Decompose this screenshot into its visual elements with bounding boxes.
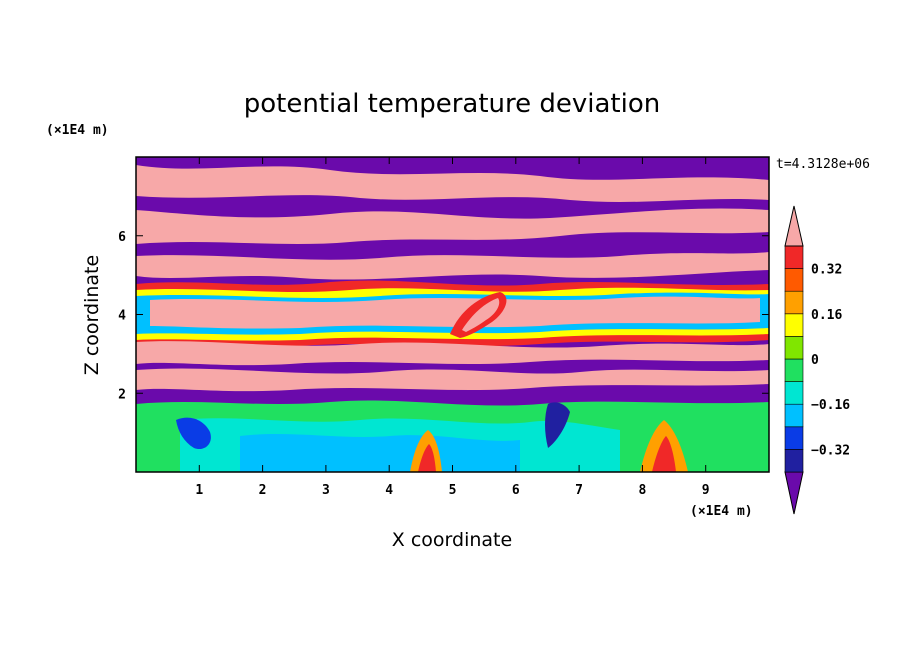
x-axis-unit: (×1E4 m) [690,504,753,519]
colorbar-extend-low [784,471,804,515]
colorbar: 0.32 0.16 0 −0.16 −0.32 [784,205,850,515]
mixing-filament-2 [462,298,500,332]
x-tick-label: 8 [638,483,646,498]
boundary-layer-darkblue [176,417,211,450]
x-tick-label: 4 [385,483,393,498]
colorbar-label: −0.16 [811,398,850,413]
x-axis-label: X coordinate [392,529,512,551]
colorbar-swatch [784,268,804,292]
colorbar-swatch [784,403,804,428]
band-upper-3 [136,252,769,280]
mixing-layer-pink [150,296,760,329]
x-tick-label: 9 [702,483,710,498]
colorbar-swatch [784,290,804,315]
boundary-layer-blue [240,434,520,472]
y-tick-label: 6 [118,230,126,245]
plume-2-core [652,436,676,472]
colorbar-swatch [784,313,804,337]
y-axis: 2 4 6 [118,230,769,402]
band-middle-2 [136,368,769,392]
downdraft [545,402,570,448]
colorbar-label: 0.32 [811,263,842,278]
x-tick-label: 2 [259,483,267,498]
y-axis-unit: (×1E4 m) [46,123,109,138]
time-label: t=4.3128e+06 [776,157,870,172]
colorbar-label: 0 [811,353,819,368]
x-tick-label: 7 [575,483,583,498]
contour-field [136,157,769,472]
plume-1-core [418,444,436,472]
colorbar-label: −0.32 [811,443,850,458]
colorbar-label: 0.16 [811,308,842,323]
x-tick-label: 6 [512,483,520,498]
colorbar-swatch [784,245,804,269]
y-axis-label: Z coordinate [81,255,103,375]
y-tick-label: 2 [118,387,126,402]
band-upper-2 [136,208,769,244]
chart-title: potential temperature deviation [244,89,660,119]
colorbar-swatch [784,358,804,382]
x-tick-label: 3 [322,483,330,498]
x-tick-label: 5 [449,483,457,498]
x-tick-label: 1 [195,483,203,498]
band-middle-1 [136,341,769,366]
colorbar-swatch [784,426,804,450]
colorbar-swatch [784,449,804,473]
y-tick-label: 4 [118,309,126,324]
colorbar-extend-high [784,205,804,247]
x-axis: 1 2 3 4 5 6 7 8 9 [195,157,710,498]
colorbar-swatch [784,381,804,405]
colorbar-swatch [784,336,804,360]
band-upper-1 [136,165,769,202]
